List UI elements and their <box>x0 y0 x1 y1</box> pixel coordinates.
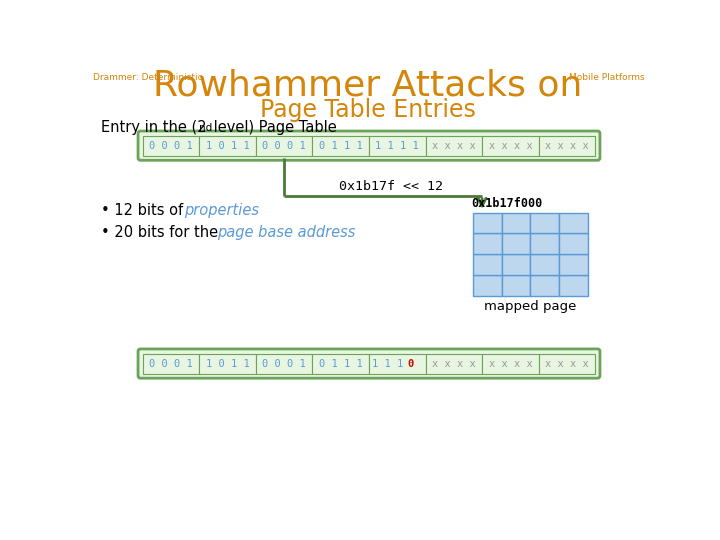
Text: properties: properties <box>184 204 258 218</box>
Text: Drammer: Deterministic: Drammer: Deterministic <box>93 72 203 82</box>
Text: mapped page: mapped page <box>484 300 577 313</box>
Text: Page Table Entries: Page Table Entries <box>259 98 475 122</box>
Bar <box>369 354 426 374</box>
Text: • 20 bits for the: • 20 bits for the <box>101 225 222 240</box>
Text: 0x1b17f << 12: 0x1b17f << 12 <box>339 180 443 193</box>
Text: 0 0 0 1: 0 0 0 1 <box>149 140 193 151</box>
Text: 0 0 0 1: 0 0 0 1 <box>262 359 306 369</box>
Text: 1 1 1 1: 1 1 1 1 <box>375 140 419 151</box>
Text: x x x x: x x x x <box>432 140 476 151</box>
Text: 0 1 1 1: 0 1 1 1 <box>319 140 363 151</box>
Bar <box>559 275 588 296</box>
Text: x x x x: x x x x <box>489 140 532 151</box>
Bar <box>482 136 539 156</box>
Bar <box>559 213 588 233</box>
Bar <box>143 136 199 156</box>
Text: x x x x: x x x x <box>489 359 532 369</box>
Bar <box>256 354 312 374</box>
Bar <box>502 233 530 254</box>
Text: 0: 0 <box>408 359 413 369</box>
Text: 1 0 1 1: 1 0 1 1 <box>206 359 249 369</box>
FancyBboxPatch shape <box>138 349 600 378</box>
Text: 1 0 1 1: 1 0 1 1 <box>206 140 249 151</box>
Bar <box>369 136 426 156</box>
Bar <box>539 136 595 156</box>
Text: x x x x: x x x x <box>545 140 589 151</box>
Bar <box>312 354 369 374</box>
Text: nd: nd <box>199 123 212 132</box>
Text: Rowhammer Attacks on: Rowhammer Attacks on <box>153 69 582 103</box>
Bar <box>199 354 256 374</box>
Bar <box>559 254 588 275</box>
Bar <box>530 275 559 296</box>
Text: 1 1 1: 1 1 1 <box>372 359 409 369</box>
Bar <box>199 136 256 156</box>
Text: Entry in the (2: Entry in the (2 <box>101 120 207 135</box>
Bar <box>502 213 530 233</box>
Bar <box>539 354 595 374</box>
Text: page base address: page base address <box>217 225 356 240</box>
FancyBboxPatch shape <box>138 131 600 160</box>
Bar <box>473 254 502 275</box>
Bar <box>473 233 502 254</box>
Bar <box>502 254 530 275</box>
Bar <box>530 213 559 233</box>
Text: • 12 bits of: • 12 bits of <box>101 204 188 218</box>
Bar <box>256 136 312 156</box>
Bar <box>426 354 482 374</box>
Text: level) Page Table: level) Page Table <box>209 120 336 135</box>
Bar <box>559 233 588 254</box>
Text: x x x x: x x x x <box>545 359 589 369</box>
Bar <box>426 136 482 156</box>
Text: 0 1 1 1: 0 1 1 1 <box>319 359 363 369</box>
Bar <box>482 354 539 374</box>
Text: x x x x: x x x x <box>432 359 476 369</box>
Text: 0 0 0 1: 0 0 0 1 <box>262 140 306 151</box>
Bar <box>473 275 502 296</box>
Bar <box>502 275 530 296</box>
Bar <box>312 136 369 156</box>
Text: Mobile Platforms: Mobile Platforms <box>570 72 645 82</box>
Bar <box>530 254 559 275</box>
Text: 0 0 0 1: 0 0 0 1 <box>149 359 193 369</box>
Bar <box>473 213 502 233</box>
Bar <box>530 233 559 254</box>
Text: 0x1b17f000: 0x1b17f000 <box>472 197 543 210</box>
Bar <box>143 354 199 374</box>
